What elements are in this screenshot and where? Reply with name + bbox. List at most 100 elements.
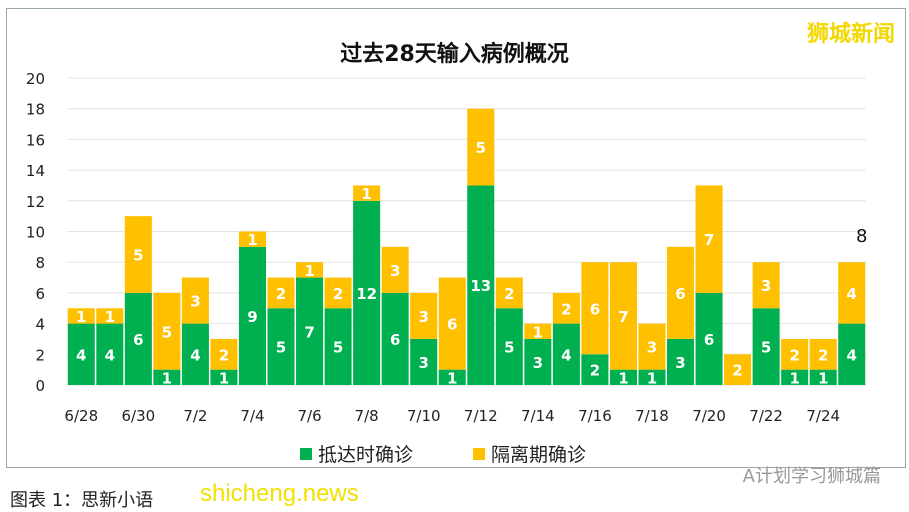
bar-value-label: 1 — [219, 369, 229, 387]
x-tick-label: 7/10 — [407, 407, 441, 425]
x-tick-label: 7/4 — [240, 407, 264, 425]
y-tick-label: 0 — [35, 377, 45, 395]
x-tick-label: 7/2 — [183, 407, 207, 425]
bar-value-label: 7 — [704, 231, 714, 249]
bar-quarantine — [210, 338, 238, 370]
brand-logo: 狮城新闻 — [806, 22, 895, 47]
bar-arrival — [96, 323, 124, 385]
bar-value-label: 3 — [533, 354, 543, 372]
bar-quarantine — [438, 277, 466, 370]
x-tick-label: 7/24 — [806, 407, 840, 425]
legend-item-quarantine: 隔离期确诊 — [473, 440, 586, 467]
bar-quarantine — [467, 108, 495, 186]
bar-arrival — [67, 323, 95, 385]
bar-quarantine — [67, 308, 95, 324]
bar-value-label: 3 — [647, 339, 657, 357]
bar-quarantine — [752, 262, 780, 309]
bar-arrival — [210, 369, 238, 385]
bar-value-label: 6 — [704, 331, 714, 349]
bar-value-label: 6 — [675, 285, 685, 303]
bar-value-label: 2 — [333, 285, 343, 303]
x-tick-label: 6/30 — [121, 407, 155, 425]
bar-value-label: 2 — [561, 300, 571, 318]
bar-value-label: 1 — [447, 369, 457, 387]
bar-arrival — [552, 323, 580, 385]
bar-arrival — [495, 308, 523, 385]
bar-arrival — [781, 369, 809, 385]
bar-arrival — [353, 200, 381, 385]
legend-swatch — [473, 447, 486, 460]
bar-quarantine — [267, 277, 295, 309]
bar-arrival — [267, 308, 295, 385]
bar-value-label: 7 — [304, 323, 314, 341]
bar-arrival — [467, 185, 495, 385]
bar-quarantine — [353, 185, 381, 201]
caption: 图表 1：思新小语 — [10, 490, 154, 511]
bar-arrival — [153, 369, 181, 385]
bar-value-label: 7 — [618, 308, 628, 326]
bar-arrival — [809, 369, 837, 385]
total-annotation: 8 — [856, 226, 867, 247]
bar-arrival — [667, 338, 695, 385]
x-tick-label: 7/16 — [578, 407, 612, 425]
bar-quarantine — [296, 262, 324, 278]
bar-value-label: 1 — [247, 231, 257, 249]
bar-arrival — [438, 369, 466, 385]
bar-arrival — [238, 246, 266, 385]
chart-title: 过去28天输入病例概况 — [340, 42, 569, 67]
bar-value-label: 3 — [418, 354, 428, 372]
bar-value-label: 12 — [356, 285, 377, 303]
bar-value-label: 3 — [418, 308, 428, 326]
bar-value-label: 5 — [133, 247, 143, 265]
bar-value-label: 5 — [476, 139, 486, 157]
bar-value-label: 4 — [847, 285, 857, 303]
bar-arrival — [124, 292, 152, 385]
bar-arrival — [752, 308, 780, 385]
bar-quarantine — [381, 246, 409, 293]
x-tick-label: 7/20 — [692, 407, 726, 425]
bar-value-label: 4 — [847, 346, 857, 364]
bar-value-label: 6 — [590, 300, 600, 318]
y-tick-label: 18 — [26, 101, 45, 119]
bar-value-label: 1 — [647, 369, 657, 387]
bar-quarantine — [153, 292, 181, 370]
bar-arrival — [324, 308, 352, 385]
x-tick-label: 6/28 — [64, 407, 98, 425]
bar-quarantine — [781, 338, 809, 370]
bar-quarantine — [667, 246, 695, 339]
bar-value-label: 1 — [105, 308, 115, 326]
bar-quarantine — [552, 292, 580, 324]
bar-arrival — [296, 277, 324, 385]
bar-value-label: 2 — [732, 362, 742, 380]
bar-value-label: 6 — [447, 316, 457, 334]
x-tick-label: 7/6 — [297, 407, 321, 425]
bar-arrival — [181, 323, 209, 385]
y-tick-label: 14 — [26, 162, 45, 180]
legend-item-arrival: 抵达时确诊 — [300, 440, 413, 467]
bar-value-label: 1 — [533, 323, 543, 341]
bar-quarantine — [581, 262, 609, 355]
bar-arrival — [524, 338, 552, 385]
bar-value-label: 2 — [276, 285, 286, 303]
bar-arrival — [410, 338, 438, 385]
bar-value-label: 5 — [504, 339, 514, 357]
y-tick-label: 6 — [35, 285, 45, 303]
bar-quarantine — [324, 277, 352, 309]
bar-value-label: 1 — [818, 369, 828, 387]
bar-value-label: 3 — [190, 293, 200, 311]
bar-quarantine — [124, 216, 152, 293]
legend: 抵达时确诊 隔离期确诊 — [300, 440, 586, 467]
bar-value-label: 13 — [470, 277, 491, 295]
bar-quarantine — [524, 323, 552, 339]
bar-quarantine — [809, 338, 837, 370]
bar-quarantine — [609, 262, 637, 370]
bar-value-label: 3 — [390, 262, 400, 280]
x-tick-label: 7/18 — [635, 407, 669, 425]
bar-value-label: 6 — [390, 331, 400, 349]
x-tick-label: 7/22 — [749, 407, 783, 425]
bar-quarantine — [495, 277, 523, 309]
y-tick-label: 12 — [26, 193, 45, 211]
bar-arrival — [381, 292, 409, 385]
bar-value-label: 5 — [761, 339, 771, 357]
bar-value-label: 2 — [590, 362, 600, 380]
